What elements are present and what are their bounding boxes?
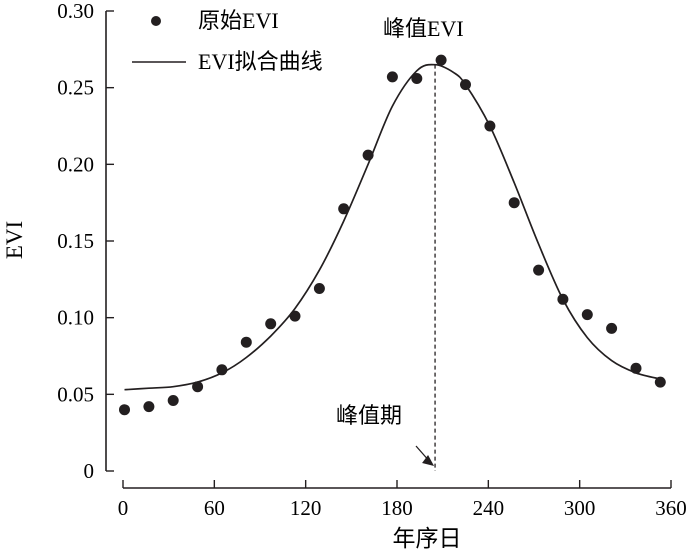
data-point-raw-evi <box>167 395 179 406</box>
data-point-raw-evi <box>460 79 471 91</box>
y-axis-title: EVI <box>2 221 27 259</box>
y-tick-label: 0.30 <box>57 0 94 23</box>
y-tick-label: 0.15 <box>57 229 94 253</box>
x-tick-label: 300 <box>564 496 596 520</box>
y-tick-label: 0.10 <box>57 306 94 330</box>
data-point-raw-evi <box>606 322 618 334</box>
data-point-raw-evi <box>143 401 155 413</box>
y-tick-label: 0.05 <box>57 382 94 406</box>
data-point-raw-evi <box>289 310 301 322</box>
y-tick-label: 0 <box>84 459 95 483</box>
legend-label-line: EVI拟合曲线 <box>198 49 323 74</box>
data-point-raw-evi <box>386 71 398 83</box>
data-point-raw-evi <box>654 376 666 388</box>
y-tick-label: 0.20 <box>57 152 94 176</box>
data-point-raw-evi <box>484 120 496 132</box>
y-tick-label: 0.25 <box>57 76 94 100</box>
data-point-raw-evi <box>533 264 545 276</box>
annotation-peak-period: 峰值期 <box>336 403 402 428</box>
data-point-raw-evi <box>338 203 350 215</box>
plot-area: 0 0.05 0.10 0.15 0.20 0.25 0.30 0 60 120 180 240 300… <box>57 0 687 520</box>
data-point-raw-evi <box>216 364 228 376</box>
data-point-raw-evi <box>265 318 277 330</box>
data-point-raw-evi <box>581 309 593 321</box>
data-point-raw-evi <box>630 362 642 374</box>
x-tick-label: 180 <box>381 496 413 520</box>
data-point-raw-evi <box>411 73 423 84</box>
series-line-evi-fit <box>124 63 661 391</box>
x-tick-label: 120 <box>290 496 322 520</box>
annotation-peak-evi: 峰值EVI <box>383 16 464 41</box>
data-point-raw-evi <box>240 336 252 348</box>
data-point-raw-evi <box>119 404 130 416</box>
data-point-raw-evi <box>192 381 204 393</box>
x-tick-label: 60 <box>204 496 225 520</box>
legend: 原始EVI EVI拟合曲线 <box>132 8 323 74</box>
x-tick-label: 240 <box>473 496 505 520</box>
legend-label-points: 原始EVI <box>198 8 279 33</box>
data-point-raw-evi <box>435 54 447 66</box>
data-point-raw-evi <box>362 149 374 161</box>
x-tick-label: 360 <box>655 496 687 520</box>
x-axis-title: 年序日 <box>393 526 462 551</box>
data-point-raw-evi <box>557 293 569 305</box>
x-tick-label: 0 <box>118 496 129 520</box>
peak-arrow-head <box>422 455 435 466</box>
legend-marker-points <box>151 16 161 26</box>
data-point-raw-evi <box>508 197 520 209</box>
data-point-raw-evi <box>313 283 325 294</box>
